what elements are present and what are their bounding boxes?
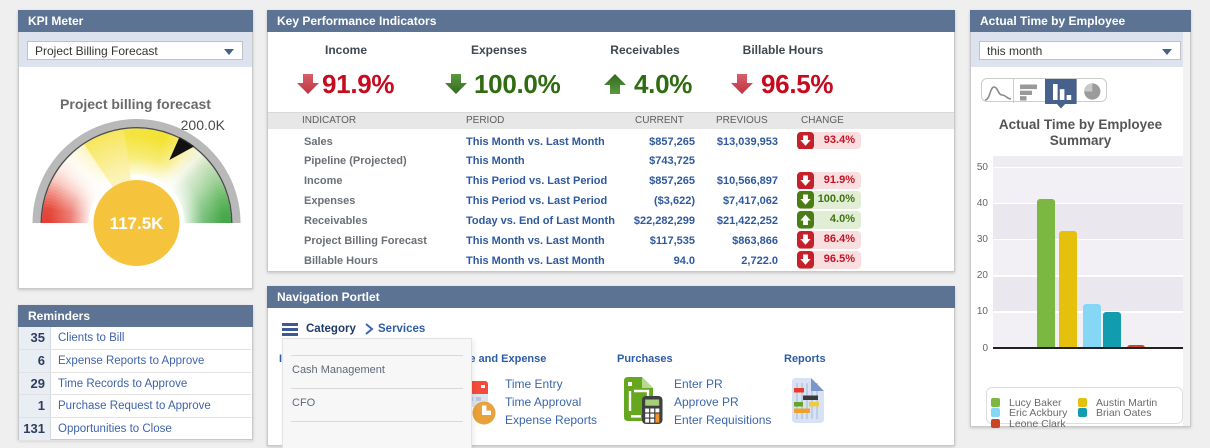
svg-text:117.5K: 117.5K bbox=[110, 214, 165, 233]
